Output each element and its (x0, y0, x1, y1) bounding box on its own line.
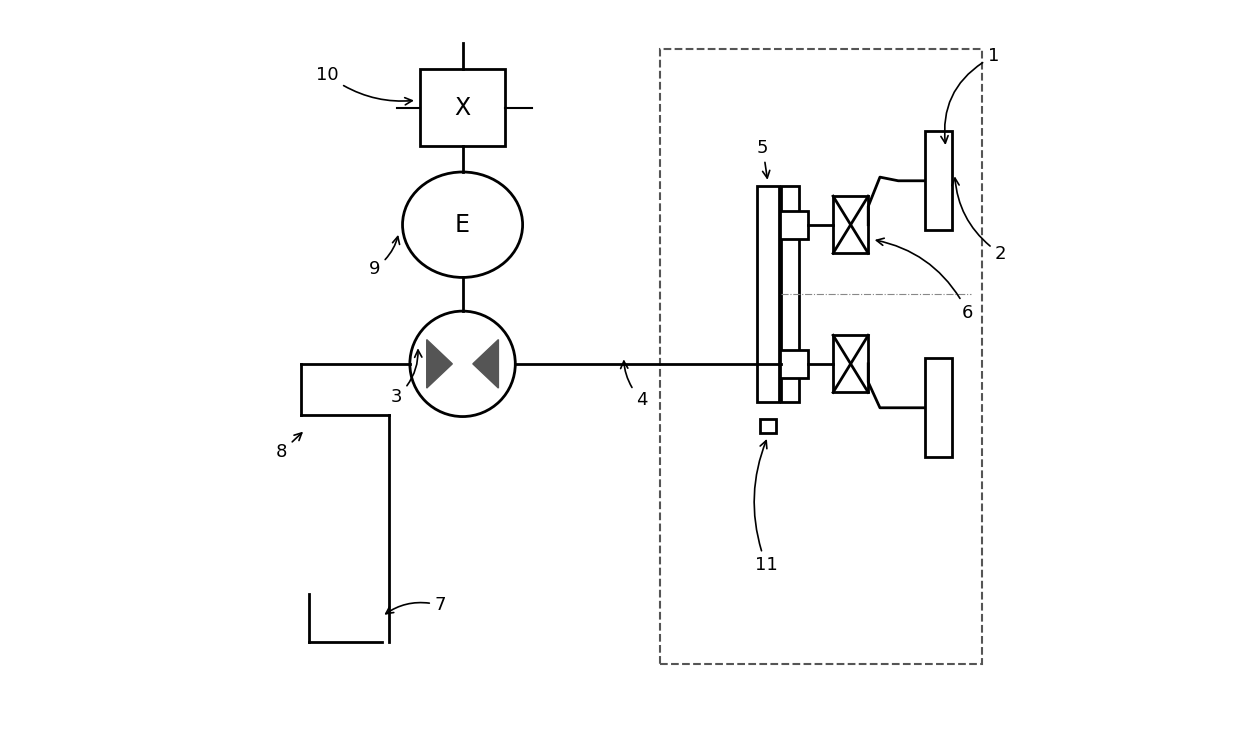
Bar (833, 196, 868, 254)
Bar (925, 359, 952, 457)
Circle shape (410, 311, 516, 417)
Text: 1: 1 (941, 47, 999, 143)
Text: 4: 4 (621, 361, 647, 409)
Text: 11: 11 (754, 441, 777, 574)
Text: 2: 2 (952, 178, 1007, 263)
Text: 5: 5 (758, 139, 770, 178)
Bar (780, 211, 808, 239)
Bar (756, 186, 779, 402)
Bar (833, 335, 868, 392)
Text: 6: 6 (877, 238, 973, 322)
Text: 9: 9 (370, 237, 399, 278)
Text: 3: 3 (391, 350, 422, 406)
Bar (420, 69, 505, 146)
Text: 10: 10 (316, 65, 412, 105)
Bar (925, 132, 952, 230)
Text: X: X (455, 96, 471, 120)
Bar (760, 420, 776, 433)
Polygon shape (427, 340, 453, 388)
Text: E: E (455, 212, 470, 237)
Bar (660, 49, 982, 664)
Polygon shape (472, 340, 498, 388)
Bar (780, 350, 808, 378)
Ellipse shape (403, 172, 522, 277)
Text: 7: 7 (386, 597, 446, 614)
Text: 8: 8 (277, 433, 301, 461)
Bar (781, 186, 799, 402)
